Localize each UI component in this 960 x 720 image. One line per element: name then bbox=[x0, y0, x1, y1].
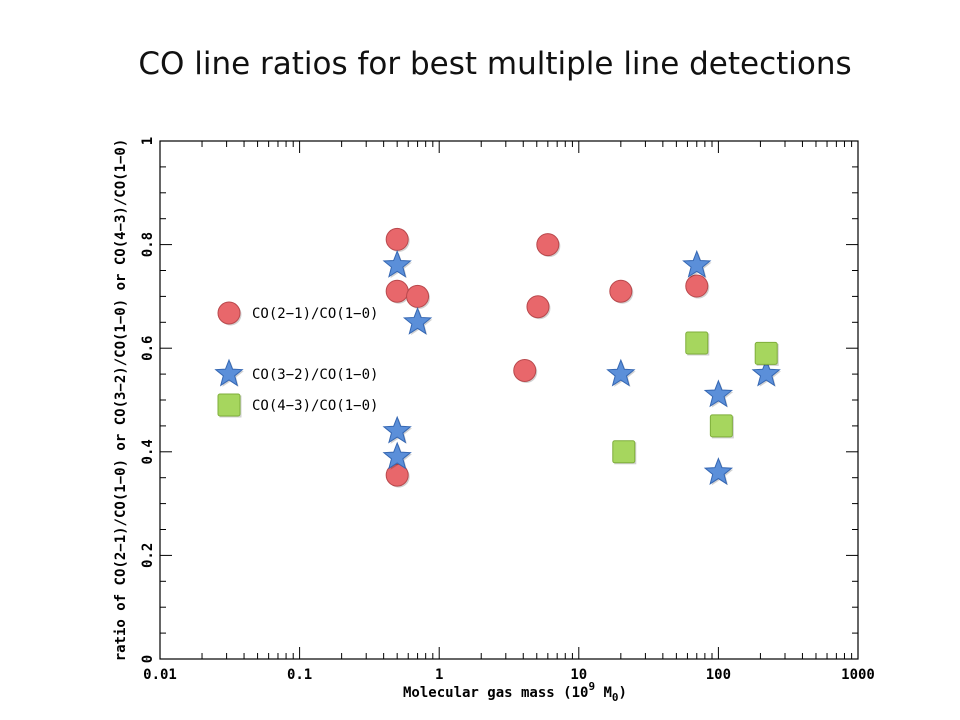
x-tick-label: 100 bbox=[706, 667, 731, 683]
data-point-star bbox=[682, 249, 712, 278]
data-point-star bbox=[703, 457, 734, 485]
y-tick-label: 0.4 bbox=[140, 439, 156, 464]
axis-ticks bbox=[159, 140, 858, 660]
data-point-circle bbox=[385, 463, 409, 487]
y-tick-label: 0.2 bbox=[140, 543, 156, 568]
x-tick-label: 0.1 bbox=[287, 667, 312, 683]
data-point-star bbox=[382, 415, 412, 444]
data-point-star bbox=[751, 358, 781, 387]
legend-label: CO(4−3)/CO(1−0) bbox=[252, 398, 378, 414]
data-points bbox=[382, 227, 782, 488]
x-tick-label: 1000 bbox=[841, 667, 875, 683]
y-tick-label: 1 bbox=[140, 137, 156, 145]
data-point-circle bbox=[385, 227, 409, 251]
data-point-circle bbox=[609, 279, 633, 303]
data-point-circle bbox=[385, 279, 409, 303]
data-point-circle bbox=[536, 233, 560, 257]
legend-marker-square bbox=[217, 393, 241, 417]
data-point-circle bbox=[685, 274, 709, 298]
data-point-square bbox=[754, 341, 778, 365]
data-point-square bbox=[709, 414, 733, 438]
data-point-circle bbox=[526, 295, 550, 319]
data-point-star bbox=[382, 441, 412, 470]
data-point-circle bbox=[406, 284, 430, 308]
y-tick-label: 0.6 bbox=[140, 336, 156, 361]
x-tick-label: 1 bbox=[435, 667, 443, 683]
legend-marker-circle bbox=[217, 301, 241, 325]
legend-marker-star bbox=[214, 358, 244, 387]
y-tick-label: 0.8 bbox=[140, 232, 156, 257]
tick-labels: 0.01 0.1 1 10 100 1000 0 0.2 0.4 0.6 0.8 1 bbox=[140, 137, 875, 683]
data-point-circle bbox=[513, 358, 537, 382]
data-point-square bbox=[612, 440, 636, 464]
y-axis-label: ratio of CO(2−1)/CO(1−0) or CO(3−2)/CO(1… bbox=[113, 139, 129, 662]
x-axis-label: Molecular gas mass (109 M0) bbox=[403, 680, 627, 704]
data-point-star bbox=[703, 379, 734, 408]
chart-title: CO line ratios for best multiple line de… bbox=[138, 46, 852, 82]
y-tick-label: 0 bbox=[140, 655, 156, 663]
data-point-square bbox=[685, 331, 709, 355]
legend: CO(2−1)/CO(1−0) CO(3−2)/CO(1−0) CO(4−3)/CO… bbox=[214, 301, 378, 418]
legend-label: CO(3−2)/CO(1−0) bbox=[252, 367, 378, 383]
data-point-star bbox=[382, 249, 412, 278]
x-tick-label: 0.01 bbox=[143, 667, 177, 683]
data-point-star bbox=[606, 358, 636, 387]
x-tick-label: 10 bbox=[570, 667, 587, 683]
legend-label: CO(2−1)/CO(1−0) bbox=[252, 306, 378, 322]
data-point-star bbox=[402, 306, 433, 335]
